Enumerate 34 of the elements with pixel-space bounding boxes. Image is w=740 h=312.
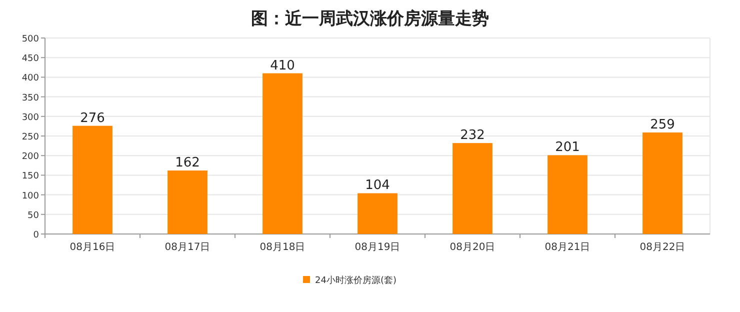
y-tick-label: 300 [22, 112, 40, 123]
bar [548, 155, 588, 234]
data-label: 276 [80, 110, 105, 126]
y-tick-label: 250 [22, 132, 40, 142]
data-label: 104 [365, 178, 390, 194]
y-tick-label: 150 [22, 172, 40, 182]
bar [452, 143, 492, 234]
y-tick-label: 350 [22, 93, 40, 104]
y-tick-label: 200 [22, 152, 40, 162]
x-tick-label: 08月17日 [164, 242, 210, 253]
bar [72, 126, 112, 234]
x-tick-label: 08月18日 [260, 242, 306, 253]
y-tick-label: 50 [28, 210, 40, 221]
y-tick-label: 400 [22, 74, 40, 84]
legend-label: 24小时涨价房源(套) [315, 275, 396, 286]
bar [168, 170, 208, 234]
data-label: 259 [650, 117, 675, 132]
data-label: 162 [175, 155, 200, 170]
bar [642, 132, 682, 234]
x-tick-label: 08月21日 [544, 242, 590, 253]
x-tick-label: 08月22日 [640, 242, 686, 253]
y-tick-label: 0 [33, 230, 40, 240]
y-tick-label: 450 [22, 54, 40, 64]
data-label: 232 [460, 128, 485, 144]
bar [262, 73, 302, 234]
x-tick-label: 08月20日 [450, 242, 496, 253]
data-label: 410 [270, 58, 295, 74]
chart-title: 图：近一周武汉涨价房源量走势 [251, 9, 489, 29]
data-label: 201 [555, 140, 580, 156]
x-tick-label: 08月19日 [354, 242, 400, 253]
y-tick-label: 500 [22, 34, 40, 44]
x-tick-label: 08月16日 [70, 242, 116, 253]
y-tick-label: 100 [22, 191, 40, 202]
bar [358, 193, 398, 234]
